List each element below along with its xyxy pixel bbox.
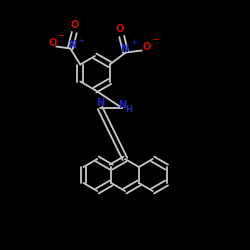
Text: −: −: [152, 34, 160, 44]
Text: O: O: [48, 38, 56, 48]
Text: O: O: [70, 20, 78, 30]
Text: N: N: [96, 98, 104, 108]
Text: N: N: [68, 40, 76, 50]
Text: O: O: [142, 42, 151, 51]
Text: H: H: [126, 106, 132, 114]
Text: +: +: [130, 38, 137, 47]
Text: −: −: [57, 32, 65, 42]
Text: +: +: [77, 36, 84, 45]
Text: O: O: [116, 24, 124, 34]
Text: N: N: [120, 44, 128, 54]
Text: N: N: [118, 100, 126, 110]
